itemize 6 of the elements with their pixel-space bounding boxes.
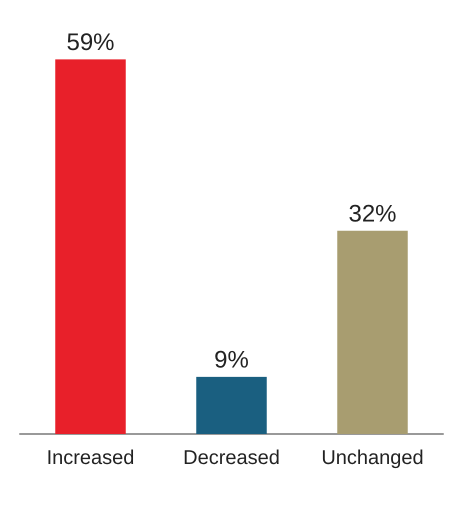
data-label: 9% bbox=[214, 346, 249, 374]
data-label: 32% bbox=[348, 200, 397, 228]
x-tick-label: Decreased bbox=[183, 447, 280, 469]
x-tick-label: Increased bbox=[46, 447, 134, 469]
x-tick-label: Unchanged bbox=[321, 447, 424, 469]
data-label: 59% bbox=[66, 28, 115, 56]
